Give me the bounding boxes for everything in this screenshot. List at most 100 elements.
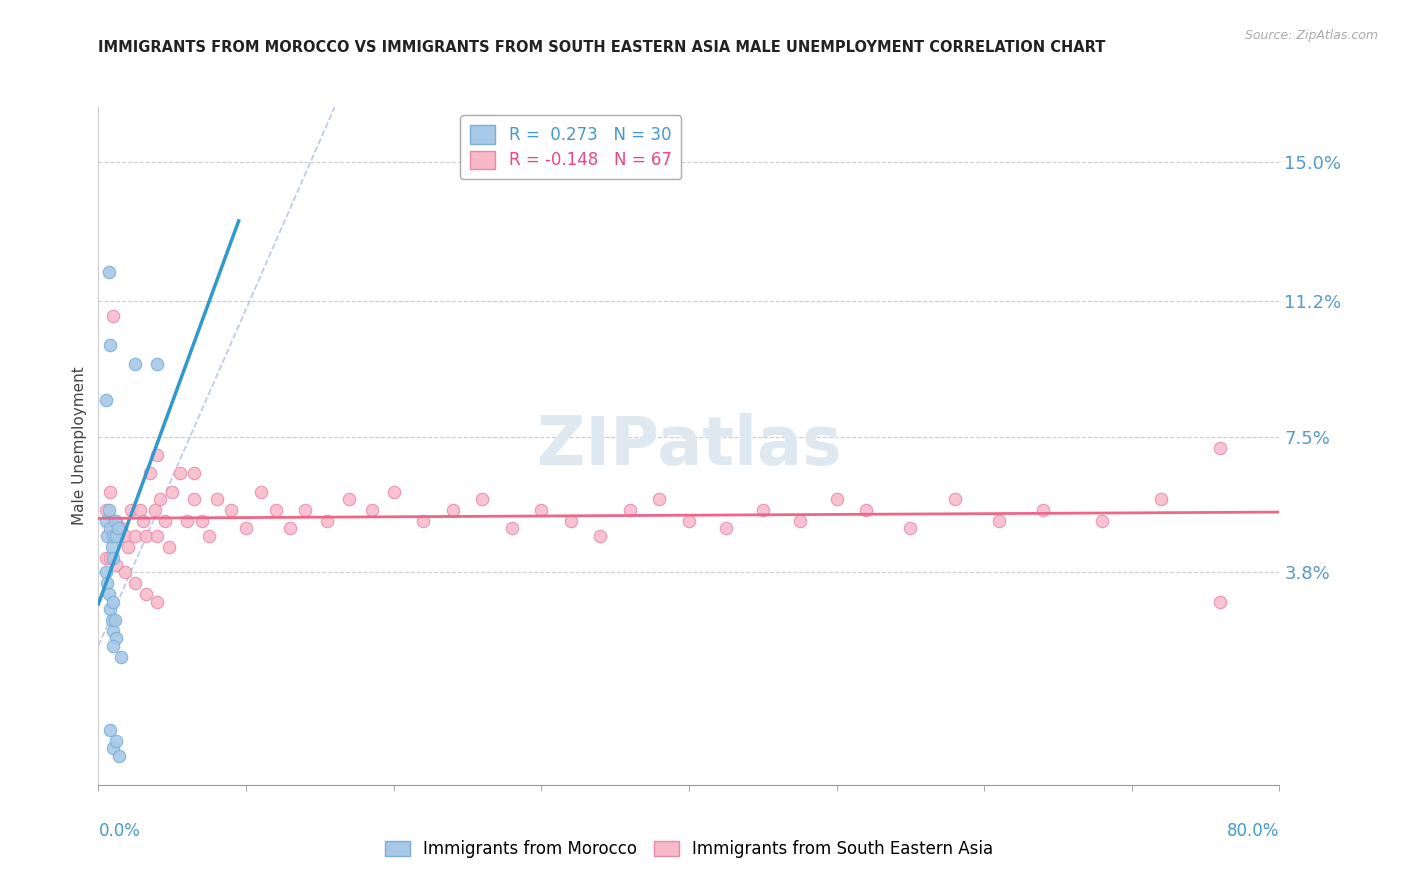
Point — [98, 521, 121, 535]
Point — [105, 632, 128, 646]
Point — [96, 529, 118, 543]
Point — [110, 521, 132, 535]
Text: ZIPatlas: ZIPatlas — [537, 413, 841, 479]
Point — [360, 503, 382, 517]
Point — [103, 639, 125, 653]
Point — [128, 503, 150, 517]
Point — [678, 514, 700, 528]
Point — [294, 503, 316, 517]
Point — [108, 748, 131, 763]
Point — [103, 624, 125, 638]
Point — [114, 566, 136, 580]
Point — [146, 448, 169, 462]
Point — [100, 613, 122, 627]
Point — [530, 503, 553, 517]
Point — [146, 529, 169, 543]
Point — [855, 503, 877, 517]
Point — [94, 566, 117, 580]
Point — [752, 503, 775, 517]
Point — [98, 338, 121, 352]
Point — [103, 741, 125, 756]
Point — [280, 521, 302, 535]
Point — [110, 649, 132, 664]
Point — [135, 529, 157, 543]
Point — [191, 514, 214, 528]
Point — [124, 357, 146, 371]
Point — [97, 587, 120, 601]
Point — [103, 529, 125, 543]
Point — [988, 514, 1011, 528]
Point — [1209, 441, 1232, 455]
Point — [1209, 595, 1232, 609]
Point — [143, 503, 166, 517]
Text: IMMIGRANTS FROM MOROCCO VS IMMIGRANTS FROM SOUTH EASTERN ASIA MALE UNEMPLOYMENT : IMMIGRANTS FROM MOROCCO VS IMMIGRANTS FR… — [98, 40, 1105, 55]
Point — [1150, 492, 1173, 507]
Point — [105, 529, 128, 543]
Point — [98, 550, 121, 565]
Point — [98, 484, 121, 499]
Point — [103, 550, 125, 565]
Text: 0.0%: 0.0% — [98, 822, 141, 840]
Point — [107, 521, 129, 535]
Y-axis label: Male Unemployment: Male Unemployment — [72, 367, 87, 525]
Point — [619, 503, 641, 517]
Point — [943, 492, 966, 507]
Point — [157, 540, 180, 554]
Point — [412, 514, 434, 528]
Point — [149, 492, 172, 507]
Point — [124, 529, 146, 543]
Point — [132, 514, 155, 528]
Point — [97, 265, 120, 279]
Point — [1032, 503, 1054, 517]
Point — [135, 587, 157, 601]
Point — [104, 613, 127, 627]
Point — [714, 521, 737, 535]
Point — [94, 550, 117, 565]
Point — [103, 529, 125, 543]
Point — [900, 521, 922, 535]
Point — [96, 576, 118, 591]
Point — [264, 503, 287, 517]
Point — [105, 558, 128, 573]
Point — [146, 357, 169, 371]
Point — [183, 467, 205, 481]
Point — [117, 540, 139, 554]
Point — [169, 467, 191, 481]
Point — [176, 514, 198, 528]
Point — [589, 529, 612, 543]
Point — [339, 492, 361, 507]
Point — [153, 514, 176, 528]
Point — [120, 503, 142, 517]
Point — [382, 484, 405, 499]
Point — [114, 529, 136, 543]
Point — [250, 484, 273, 499]
Point — [205, 492, 228, 507]
Point — [98, 602, 121, 616]
Point — [471, 492, 494, 507]
Point — [94, 514, 117, 528]
Point — [100, 540, 122, 554]
Point — [104, 514, 127, 528]
Point — [124, 576, 146, 591]
Point — [789, 514, 811, 528]
Point — [221, 503, 243, 517]
Point — [98, 723, 121, 737]
Point — [198, 529, 221, 543]
Point — [94, 503, 117, 517]
Point — [162, 484, 183, 499]
Point — [235, 521, 257, 535]
Point — [105, 734, 128, 748]
Text: Source: ZipAtlas.com: Source: ZipAtlas.com — [1244, 29, 1378, 42]
Point — [1091, 514, 1114, 528]
Point — [441, 503, 464, 517]
Point — [146, 595, 169, 609]
Point — [103, 595, 125, 609]
Legend: Immigrants from Morocco, Immigrants from South Eastern Asia: Immigrants from Morocco, Immigrants from… — [378, 833, 1000, 864]
Point — [94, 393, 117, 408]
Point — [105, 514, 128, 528]
Text: 80.0%: 80.0% — [1227, 822, 1279, 840]
Point — [560, 514, 582, 528]
Point — [103, 309, 125, 323]
Point — [139, 467, 162, 481]
Point — [183, 492, 205, 507]
